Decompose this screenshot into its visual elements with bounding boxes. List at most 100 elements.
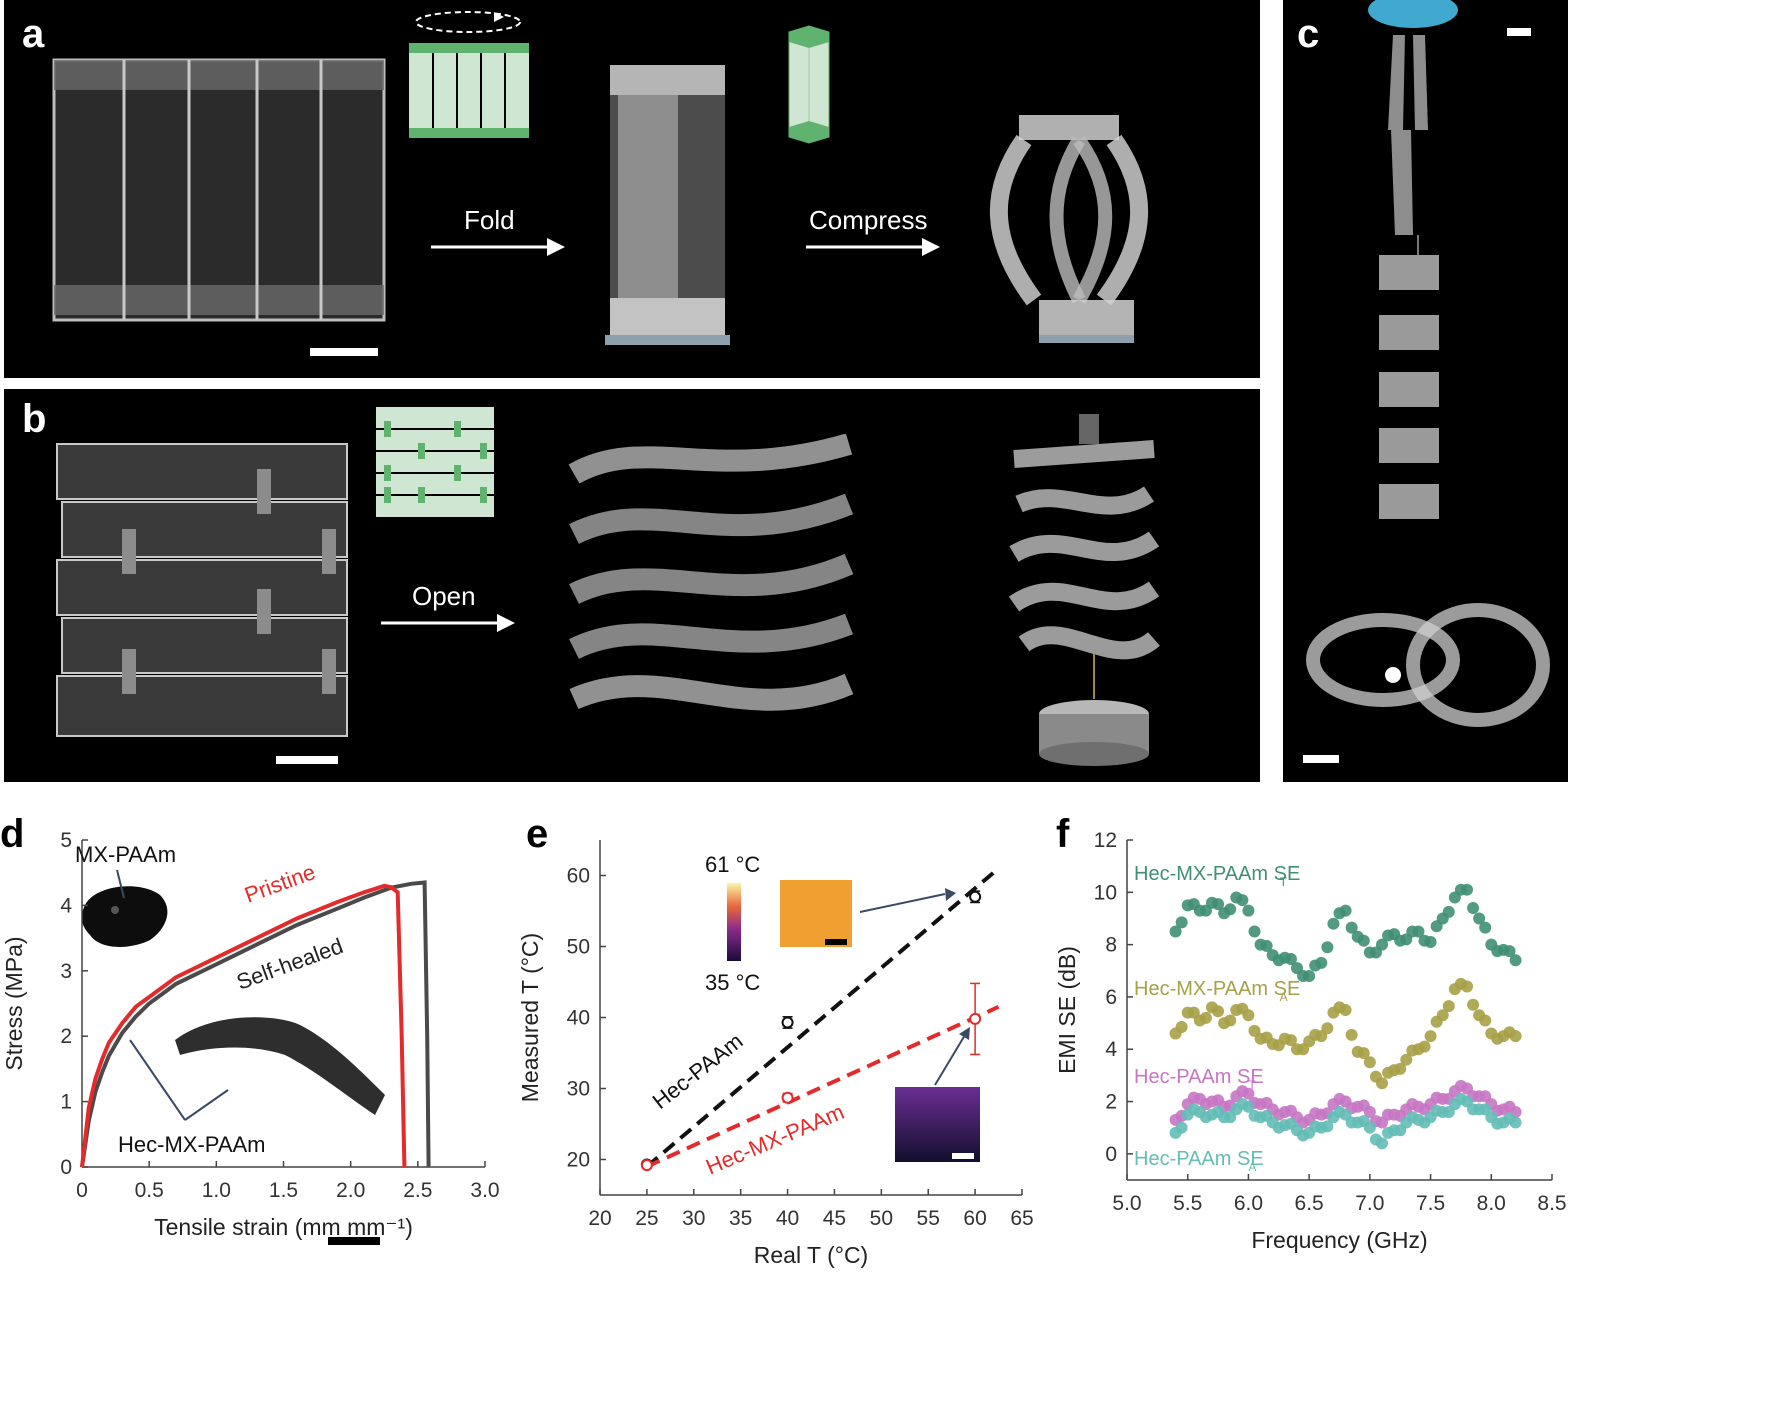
y-tick-label: 0 (1105, 1143, 1117, 1166)
series-label-subscript: A (1248, 1160, 1256, 1174)
data-point (1436, 1009, 1449, 1022)
fold-schematic (409, 11, 529, 138)
flat-sheet-photo (52, 58, 386, 322)
x-tick-label: 65 (1010, 1207, 1033, 1230)
panel-d-label: d (0, 812, 25, 856)
data-point (1376, 1137, 1388, 1150)
y-tick-label: 60 (567, 865, 590, 888)
data-point (1357, 934, 1370, 947)
loops-photo (1306, 603, 1550, 727)
data-point (640, 1159, 653, 1172)
chart-e-temperature: 20 25 30 35 40 45 50 55 60 65 20 30 40 50 60 Real T (°C… (520, 840, 1034, 1268)
data-point (1339, 1004, 1352, 1016)
x-tick-label: 6.0 (1234, 1192, 1263, 1215)
panel-b-label: b (22, 397, 47, 441)
data-point (1509, 1116, 1522, 1129)
fold-arrow (431, 238, 565, 256)
y-tick-label: 0 (60, 1156, 72, 1179)
y-tick-label: 5 (60, 829, 72, 852)
annotation-arrow (934, 1034, 966, 1086)
data-point (781, 1016, 794, 1029)
data-point (1224, 1014, 1237, 1027)
curve-pristine (80, 883, 407, 1168)
curve-self-healed (80, 880, 431, 1168)
y-tick-label: 40 (567, 1007, 590, 1030)
x-tick-label: 45 (823, 1207, 846, 1230)
data-point (1242, 1087, 1255, 1100)
open-label: Open (412, 581, 476, 611)
y-axis-label: Measured T (°C) (520, 933, 543, 1102)
folded-tube-photo (605, 65, 730, 345)
data-point (1461, 883, 1473, 896)
x-tick-label: 3.0 (470, 1179, 499, 1202)
data-point (1357, 1047, 1370, 1060)
chart-d-stress-strain: 0 0.5 1.0 1.5 2.0 2.5 3.0 0 1 2 3 4 5 Tensile strain … (1, 829, 500, 1245)
data-point (1242, 904, 1255, 917)
data-point (1467, 998, 1480, 1011)
x-tick-label: 1.0 (202, 1179, 231, 1202)
annotation-mx-paam: MX-PAAm (75, 842, 176, 867)
data-point (1345, 1028, 1358, 1041)
panel-c-label: c (1297, 12, 1320, 56)
data-point (1327, 917, 1340, 930)
data-point (1321, 1022, 1334, 1035)
y-tick-label: 4 (1105, 1038, 1117, 1061)
data-point (1461, 980, 1473, 993)
compress-label: Compress (809, 205, 928, 235)
data-point (1236, 894, 1249, 907)
x-tick-label: 30 (682, 1207, 705, 1230)
series-label: Hec-PAAm SE (1134, 1148, 1264, 1170)
y-tick-label: 10 (1094, 881, 1117, 904)
panel-e-label: e (526, 812, 549, 856)
data-point (1479, 921, 1492, 934)
y-tick-label: 6 (1105, 986, 1117, 1009)
data-point (1303, 970, 1316, 982)
data-point (1224, 903, 1237, 916)
data-point (1339, 904, 1352, 917)
x-tick-label: 55 (917, 1207, 940, 1230)
data-point (781, 1091, 794, 1104)
panel-f-label: f (1056, 812, 1070, 856)
fit-line (646, 1005, 1000, 1169)
data-point (1175, 1021, 1188, 1033)
scale-bar (328, 1237, 380, 1245)
x-tick-label: 5.0 (1112, 1192, 1141, 1215)
scale-bar (276, 756, 338, 764)
annotation-arrowhead (959, 1027, 970, 1040)
data-point (1321, 1120, 1334, 1133)
data-point (1473, 912, 1486, 925)
x-axis-label: Real T (°C) (754, 1242, 868, 1268)
y-tick-label: 50 (567, 936, 590, 959)
data-point (1242, 1009, 1255, 1022)
fold-label: Fold (464, 205, 515, 235)
data-point (1418, 1040, 1431, 1053)
x-tick-label: 35 (729, 1207, 752, 1230)
x-axis-label: Frequency (GHz) (1251, 1227, 1427, 1253)
mx-paam-photo (81, 886, 168, 947)
data-point (1424, 1030, 1437, 1043)
x-tick-label: 2.0 (336, 1179, 365, 1202)
data-point (1376, 938, 1388, 951)
data-point (1376, 1077, 1388, 1090)
scale-bar (1303, 755, 1339, 763)
colorbar-max-label: 61 °C (705, 852, 760, 877)
prism-schematic (788, 25, 830, 144)
data-point (1424, 936, 1437, 948)
data-point (1400, 1053, 1413, 1066)
y-tick-label: 30 (567, 1078, 590, 1101)
x-tick-label: 2.5 (403, 1179, 432, 1202)
fit-line (645, 866, 1000, 1169)
annotation-arrow (116, 869, 125, 899)
panel-c: c (1283, 0, 1568, 782)
data-point (1321, 941, 1334, 954)
label-hec-mx-paam: Hec-MX-PAAm (702, 1099, 848, 1180)
data-point (1169, 925, 1182, 938)
data-point (1260, 939, 1273, 952)
data-point (1503, 945, 1516, 958)
hec-mx-paam-photo (175, 1017, 385, 1115)
data-point (1363, 1056, 1376, 1069)
data-point (1175, 916, 1188, 929)
series-label-subscript: T (1248, 1078, 1256, 1092)
x-tick-label: 0 (76, 1179, 88, 1202)
series-label: Hec-MX-PAAm SE (1134, 863, 1300, 885)
